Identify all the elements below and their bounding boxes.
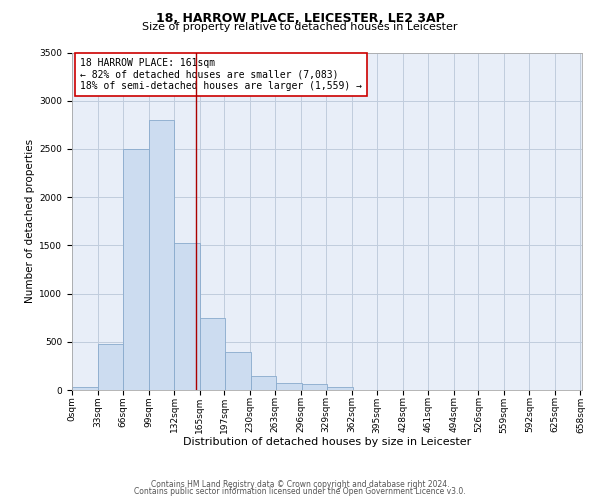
Text: Contains public sector information licensed under the Open Government Licence v3: Contains public sector information licen… — [134, 487, 466, 496]
Text: 18, HARROW PLACE, LEICESTER, LE2 3AP: 18, HARROW PLACE, LEICESTER, LE2 3AP — [155, 12, 445, 26]
Text: Size of property relative to detached houses in Leicester: Size of property relative to detached ho… — [142, 22, 458, 32]
Bar — [327, 387, 353, 390]
Bar — [174, 244, 199, 390]
Bar — [225, 352, 251, 390]
Bar — [97, 344, 123, 390]
Bar — [251, 376, 276, 390]
Text: Contains HM Land Registry data © Crown copyright and database right 2024.: Contains HM Land Registry data © Crown c… — [151, 480, 449, 489]
Bar — [72, 387, 97, 390]
X-axis label: Distribution of detached houses by size in Leicester: Distribution of detached houses by size … — [183, 437, 471, 447]
Bar — [302, 384, 327, 390]
Bar — [149, 120, 174, 390]
Y-axis label: Number of detached properties: Number of detached properties — [25, 139, 35, 304]
Bar — [199, 318, 225, 390]
Bar — [123, 149, 149, 390]
Bar — [276, 383, 302, 390]
Text: 18 HARROW PLACE: 161sqm
← 82% of detached houses are smaller (7,083)
18% of semi: 18 HARROW PLACE: 161sqm ← 82% of detache… — [80, 58, 362, 91]
